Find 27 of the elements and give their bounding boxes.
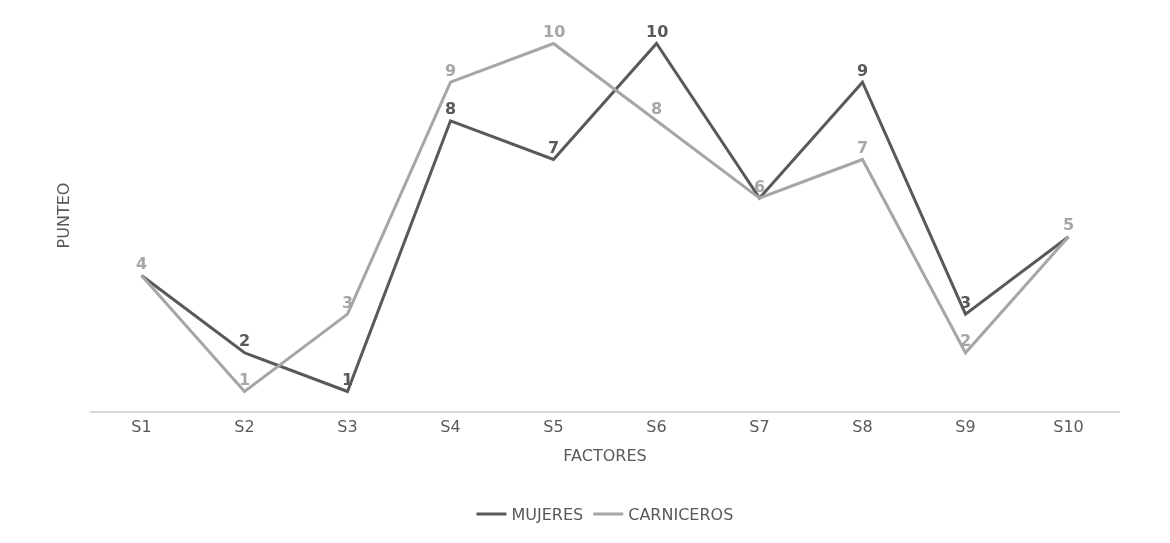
data-label: 1 bbox=[239, 370, 251, 389]
data-label: 9 bbox=[857, 61, 869, 80]
data-label: 7 bbox=[548, 138, 560, 157]
data-label: 5 bbox=[1063, 215, 1075, 234]
data-label: 9 bbox=[445, 61, 457, 80]
x-tick-label: S6 bbox=[646, 416, 667, 436]
data-label: 10 bbox=[646, 22, 669, 41]
data-label: 2 bbox=[239, 331, 251, 350]
x-tick-label: S8 bbox=[852, 416, 873, 436]
x-tick-label: S10 bbox=[1053, 416, 1084, 436]
x-tick-label: S2 bbox=[234, 416, 255, 436]
data-label: 4 bbox=[136, 254, 148, 273]
x-tick-label: S9 bbox=[955, 416, 976, 436]
x-axis-title: FACTORES bbox=[563, 446, 647, 466]
x-tick-label: S4 bbox=[440, 416, 461, 436]
data-label: 8 bbox=[651, 99, 663, 118]
data-label: 7 bbox=[857, 138, 869, 157]
x-tick-label: S1 bbox=[131, 416, 152, 436]
legend-label: CARNICEROS bbox=[628, 505, 734, 525]
data-label: 8 bbox=[445, 99, 457, 118]
x-tick-label: S3 bbox=[337, 416, 358, 436]
data-label: 10 bbox=[543, 22, 566, 41]
legend-label: MUJERES bbox=[511, 505, 584, 525]
y-axis-title: PUNTEO bbox=[53, 182, 73, 249]
x-tick-label: S5 bbox=[543, 416, 564, 436]
x-tick-label: S7 bbox=[749, 416, 770, 436]
data-label: 6 bbox=[754, 177, 766, 196]
